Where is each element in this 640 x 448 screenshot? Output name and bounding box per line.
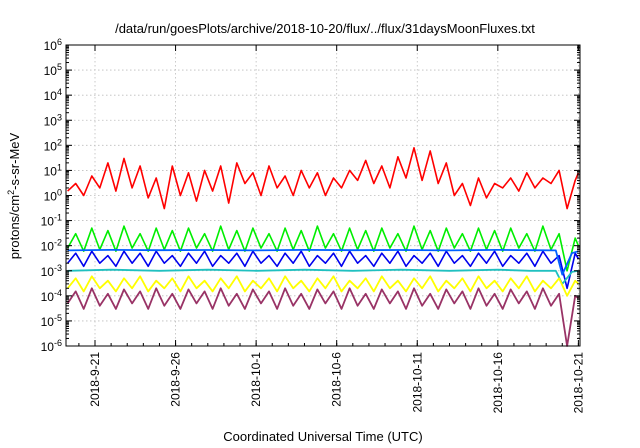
y-tick-label: 103 (44, 112, 62, 128)
y-tick-label: 10-4 (41, 288, 62, 304)
x-tick-label: 2018-10-1 (249, 352, 263, 407)
series-line-1 (66, 225, 580, 272)
y-tick-label: 10-6 (41, 338, 62, 354)
y-tick-label: 100 (44, 188, 62, 204)
y-axis-label-superscript: 2 (6, 190, 16, 195)
x-tick-label: 2018-9-21 (88, 352, 102, 407)
y-tick-label: 10-5 (41, 313, 62, 329)
series-line-2 (66, 250, 580, 290)
y-tick-label: 10-2 (41, 238, 62, 254)
y-tick-label: 10-3 (41, 263, 62, 279)
chart-title: /data/run/goesPlots/archive/2018-10-20/f… (115, 21, 535, 36)
x-axis-label: Coordinated Universal Time (UTC) (223, 429, 422, 444)
x-tick-label: 2018-10-16 (491, 352, 505, 414)
series-line-3 (67, 248, 579, 276)
x-tick-label: 2018-9-26 (169, 352, 183, 407)
x-tick-label: 2018-10-6 (330, 352, 344, 407)
series-line-0 (67, 147, 580, 210)
y-tick-label: 101 (44, 162, 62, 178)
x-axis: 2018-9-21 2018-9-26 2018-10-1 2018-10-6 2018… (78, 45, 585, 414)
y-axis: 10-6 10-5 10-4 10-3 10-2 10-1 100 101 102 103 104 1… (41, 37, 580, 354)
series-line-4 (67, 268, 579, 285)
series-line-5 (66, 275, 580, 297)
y-axis-label-part2: -s-sr-MeV (7, 132, 22, 189)
series-line-6 (66, 287, 579, 347)
y-tick-label: 10-1 (41, 213, 62, 229)
y-axis-label-part1: protons/cm (7, 195, 22, 259)
y-tick-label: 106 (44, 37, 62, 53)
x-tick-label: 2018-10-11 (410, 352, 424, 413)
y-tick-label: 104 (44, 87, 62, 103)
y-tick-label: 102 (44, 137, 62, 153)
x-tick-label: 2018-10-21 (571, 352, 585, 414)
series-layer (66, 147, 580, 347)
y-axis-label: protons/cm2-s-sr-MeV (6, 132, 22, 259)
y-tick-label: 105 (44, 62, 62, 78)
grid-layer (66, 45, 580, 346)
